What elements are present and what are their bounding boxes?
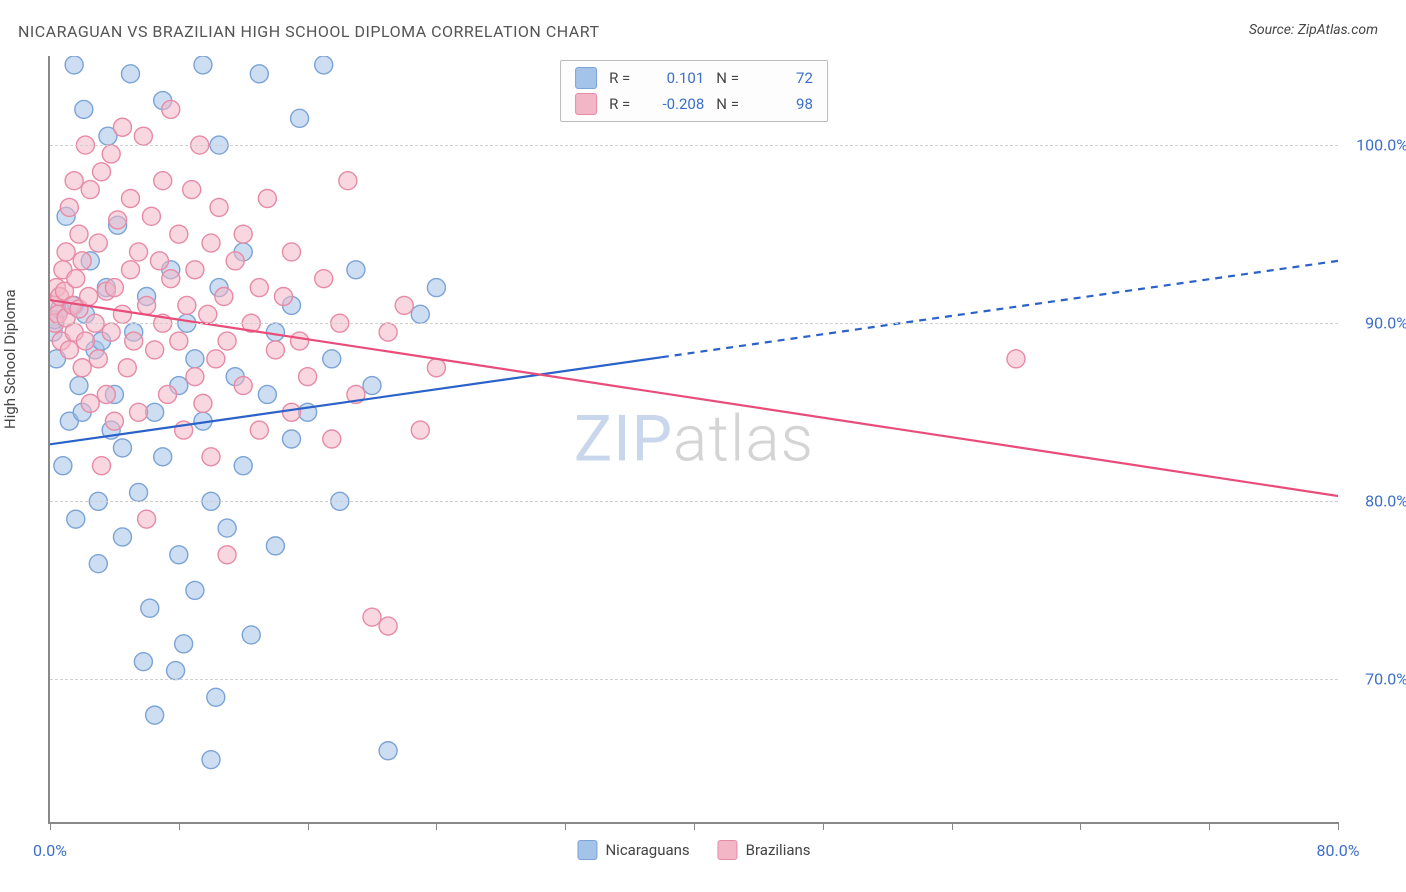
- x-tick: [1080, 822, 1081, 830]
- n-value-series-1: 98: [751, 95, 813, 113]
- r-value-series-0: 0.101: [642, 69, 704, 87]
- x-tick: [823, 822, 824, 830]
- x-tick-label: 0.0%: [33, 841, 67, 860]
- x-tick: [952, 822, 953, 830]
- n-label: N =: [716, 95, 739, 113]
- gridline-h: [50, 323, 1338, 324]
- chart-container: NICARAGUAN VS BRAZILIAN HIGH SCHOOL DIPL…: [0, 0, 1406, 892]
- x-tick: [694, 822, 695, 830]
- x-tick-label: 80.0%: [1317, 841, 1360, 860]
- watermark-part2: atlas: [673, 402, 814, 477]
- gridline-h: [50, 679, 1338, 680]
- legend-item-0: Nicaraguans: [577, 840, 689, 860]
- r-label: R =: [609, 95, 630, 113]
- y-tick-label: 70.0%: [1365, 670, 1406, 689]
- legend-row-series-1: R = -0.208 N = 98: [575, 91, 813, 117]
- legend-swatch-series-0: [575, 67, 597, 89]
- gridline-h: [50, 145, 1338, 146]
- x-tick: [1338, 822, 1339, 830]
- r-label: R =: [609, 69, 630, 87]
- x-tick: [179, 822, 180, 830]
- watermark: ZIPatlas: [574, 402, 814, 477]
- n-value-series-0: 72: [751, 69, 813, 87]
- y-axis-label: High School Diploma: [1, 289, 19, 429]
- r-value-series-1: -0.208: [642, 95, 704, 113]
- x-tick: [565, 822, 566, 830]
- x-tick: [308, 822, 309, 830]
- correlation-legend: R = 0.101 N = 72 R = -0.208 N = 98: [560, 60, 828, 122]
- n-label: N =: [716, 69, 739, 87]
- chart-svg-overlay: [50, 56, 1338, 822]
- legend-label-0: Nicaraguans: [605, 841, 689, 859]
- legend-row-series-0: R = 0.101 N = 72: [575, 65, 813, 91]
- watermark-part1: ZIP: [574, 402, 673, 477]
- legend-label-1: Brazilians: [746, 841, 811, 859]
- source-citation: Source: ZipAtlas.com: [1249, 22, 1378, 38]
- y-tick-label: 100.0%: [1356, 136, 1406, 155]
- plot-area: ZIPatlas R = 0.101 N = 72 R = -0.208 N =…: [48, 56, 1338, 824]
- x-tick: [1209, 822, 1210, 830]
- legend-swatch-1: [718, 840, 738, 860]
- legend-item-1: Brazilians: [718, 840, 811, 860]
- x-tick: [436, 822, 437, 830]
- series-legend: Nicaraguans Brazilians: [577, 840, 810, 860]
- chart-title: NICARAGUAN VS BRAZILIAN HIGH SCHOOL DIPL…: [18, 22, 600, 41]
- legend-swatch-series-1: [575, 93, 597, 115]
- gridline-h: [50, 501, 1338, 502]
- legend-swatch-0: [577, 840, 597, 860]
- y-tick-label: 90.0%: [1365, 314, 1406, 333]
- x-tick: [50, 822, 51, 830]
- y-tick-label: 80.0%: [1365, 492, 1406, 511]
